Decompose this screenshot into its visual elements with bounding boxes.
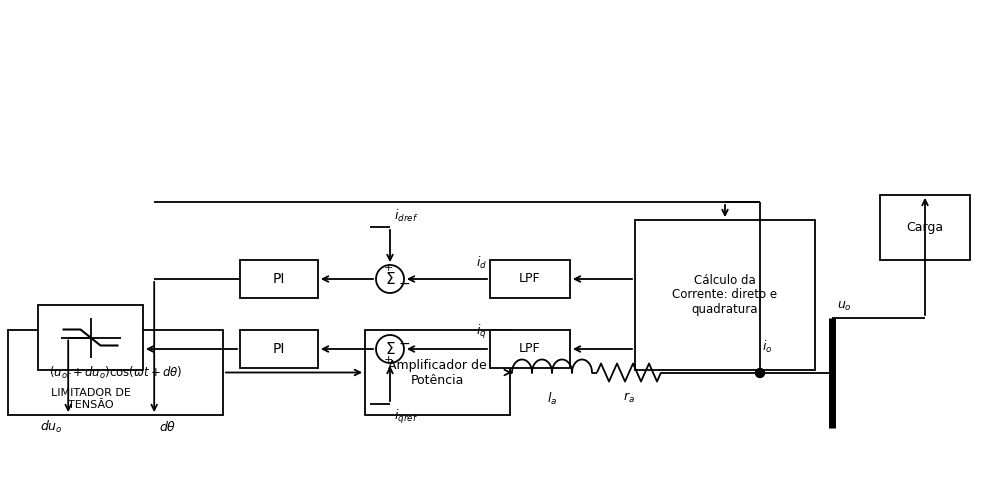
Text: Amplificador de
Potência: Amplificador de Potência — [388, 359, 487, 387]
Bar — [38, 305, 143, 370]
Text: −: − — [399, 277, 410, 291]
Text: +: + — [384, 355, 392, 365]
Text: $l_a$: $l_a$ — [547, 391, 557, 407]
Text: $i_q$: $i_q$ — [476, 323, 487, 341]
Text: LPF: LPF — [520, 343, 540, 356]
Text: $i_{dref}$: $i_{dref}$ — [394, 208, 418, 224]
Text: $\Sigma$: $\Sigma$ — [385, 271, 395, 287]
Bar — [240, 260, 318, 298]
Bar — [8, 330, 223, 415]
Circle shape — [755, 368, 764, 378]
Text: $\Sigma$: $\Sigma$ — [385, 341, 395, 357]
Text: $r_a$: $r_a$ — [623, 391, 635, 405]
Bar — [240, 330, 318, 368]
Text: $i_d$: $i_d$ — [476, 255, 487, 271]
Text: Carga: Carga — [906, 221, 944, 234]
Text: $u_o$: $u_o$ — [837, 300, 852, 313]
Bar — [880, 195, 970, 260]
Text: PI: PI — [273, 342, 285, 356]
Text: −: − — [399, 337, 410, 351]
Text: LPF: LPF — [520, 272, 540, 286]
Text: $d\theta$: $d\theta$ — [159, 420, 176, 434]
Text: Cálculo da
Corrente: direto e
quadratura: Cálculo da Corrente: direto e quadratura — [672, 273, 778, 317]
Text: $i_{qref}$: $i_{qref}$ — [394, 408, 418, 426]
Text: $i_o$: $i_o$ — [762, 339, 772, 355]
Text: +: + — [384, 263, 392, 273]
Text: $du_o$: $du_o$ — [40, 419, 63, 435]
Bar — [635, 220, 815, 370]
Text: PI: PI — [273, 272, 285, 286]
Bar — [490, 260, 570, 298]
Text: LIMITADOR DE
TENSÃO: LIMITADOR DE TENSÃO — [50, 388, 130, 409]
Text: $(u_{or}+du_o)\cos(\omega t + d\theta)$: $(u_{or}+du_o)\cos(\omega t + d\theta)$ — [48, 364, 182, 380]
Bar — [490, 330, 570, 368]
Bar — [365, 330, 510, 415]
